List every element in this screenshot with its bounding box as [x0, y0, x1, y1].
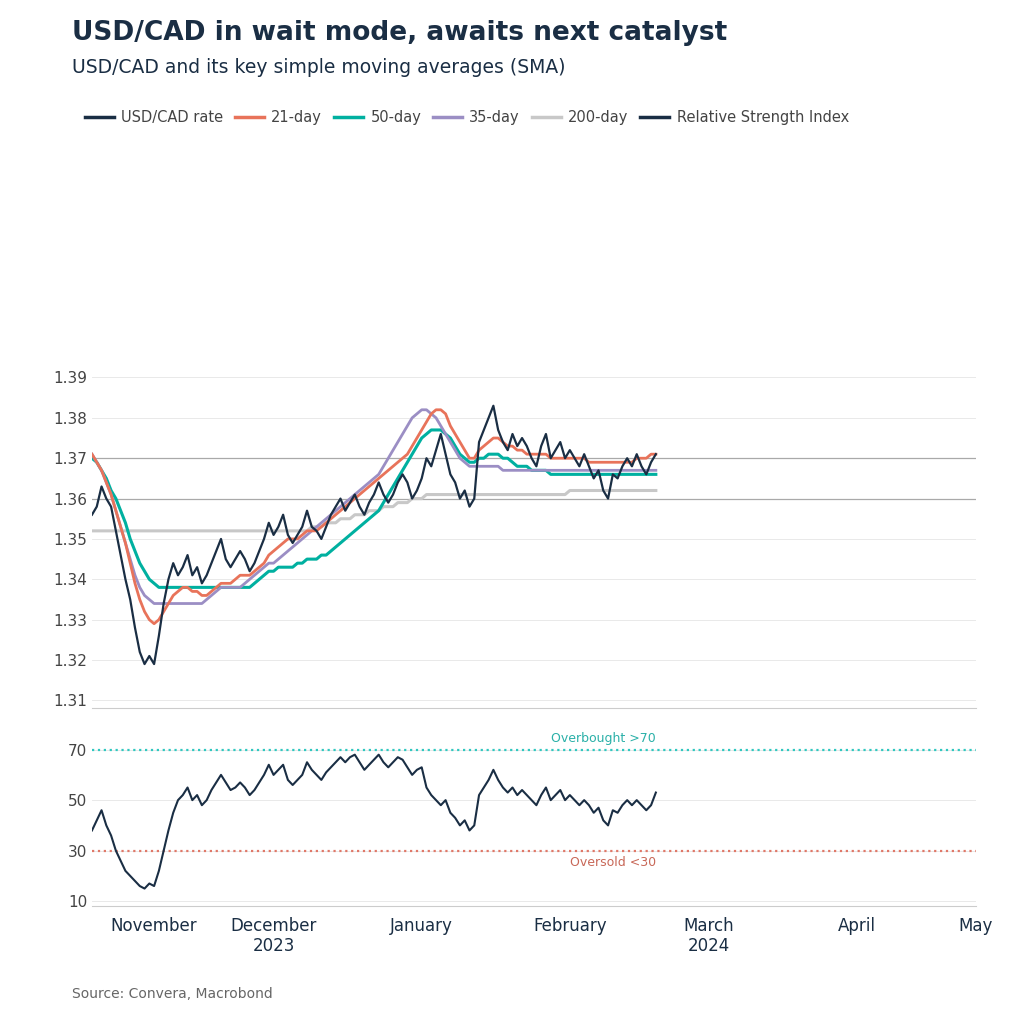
Text: Overbought >70: Overbought >70: [551, 731, 656, 744]
Text: Oversold <30: Oversold <30: [569, 856, 656, 868]
Legend: USD/CAD rate, 21-day, 50-day, 35-day, 200-day, Relative Strength Index: USD/CAD rate, 21-day, 50-day, 35-day, 20…: [79, 104, 854, 131]
Text: USD/CAD in wait mode, awaits next catalyst: USD/CAD in wait mode, awaits next cataly…: [72, 20, 727, 46]
Text: Source: Convera, Macrobond: Source: Convera, Macrobond: [72, 987, 272, 1001]
Text: USD/CAD and its key simple moving averages (SMA): USD/CAD and its key simple moving averag…: [72, 58, 565, 78]
